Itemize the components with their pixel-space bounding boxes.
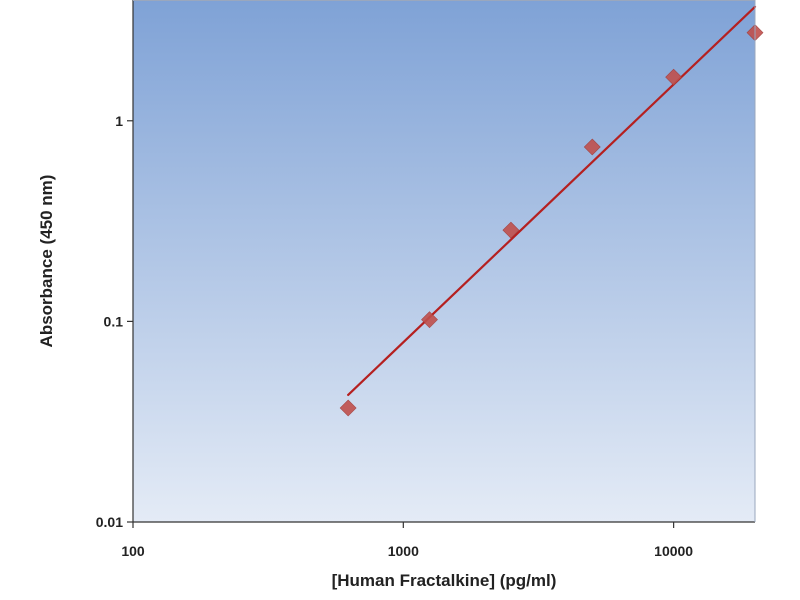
y-tick-label: 0.01 xyxy=(96,514,123,530)
data-point xyxy=(665,68,683,86)
plot-area xyxy=(133,0,755,522)
data-point xyxy=(502,221,520,239)
data-point xyxy=(583,138,601,156)
y-tick-label: 1 xyxy=(115,113,123,129)
x-tick-label: 100 xyxy=(121,543,145,559)
y-tick-label: 0.1 xyxy=(104,313,124,329)
y-axis-title: Absorbance (450 nm) xyxy=(37,175,56,348)
data-point xyxy=(339,399,357,417)
x-axis-title: [Human Fractalkine] (pg/ml) xyxy=(332,571,557,590)
fit-line xyxy=(347,5,757,397)
data-point xyxy=(421,311,438,329)
x-tick-label: 10000 xyxy=(654,543,693,559)
x-tick-label: 1000 xyxy=(388,543,419,559)
